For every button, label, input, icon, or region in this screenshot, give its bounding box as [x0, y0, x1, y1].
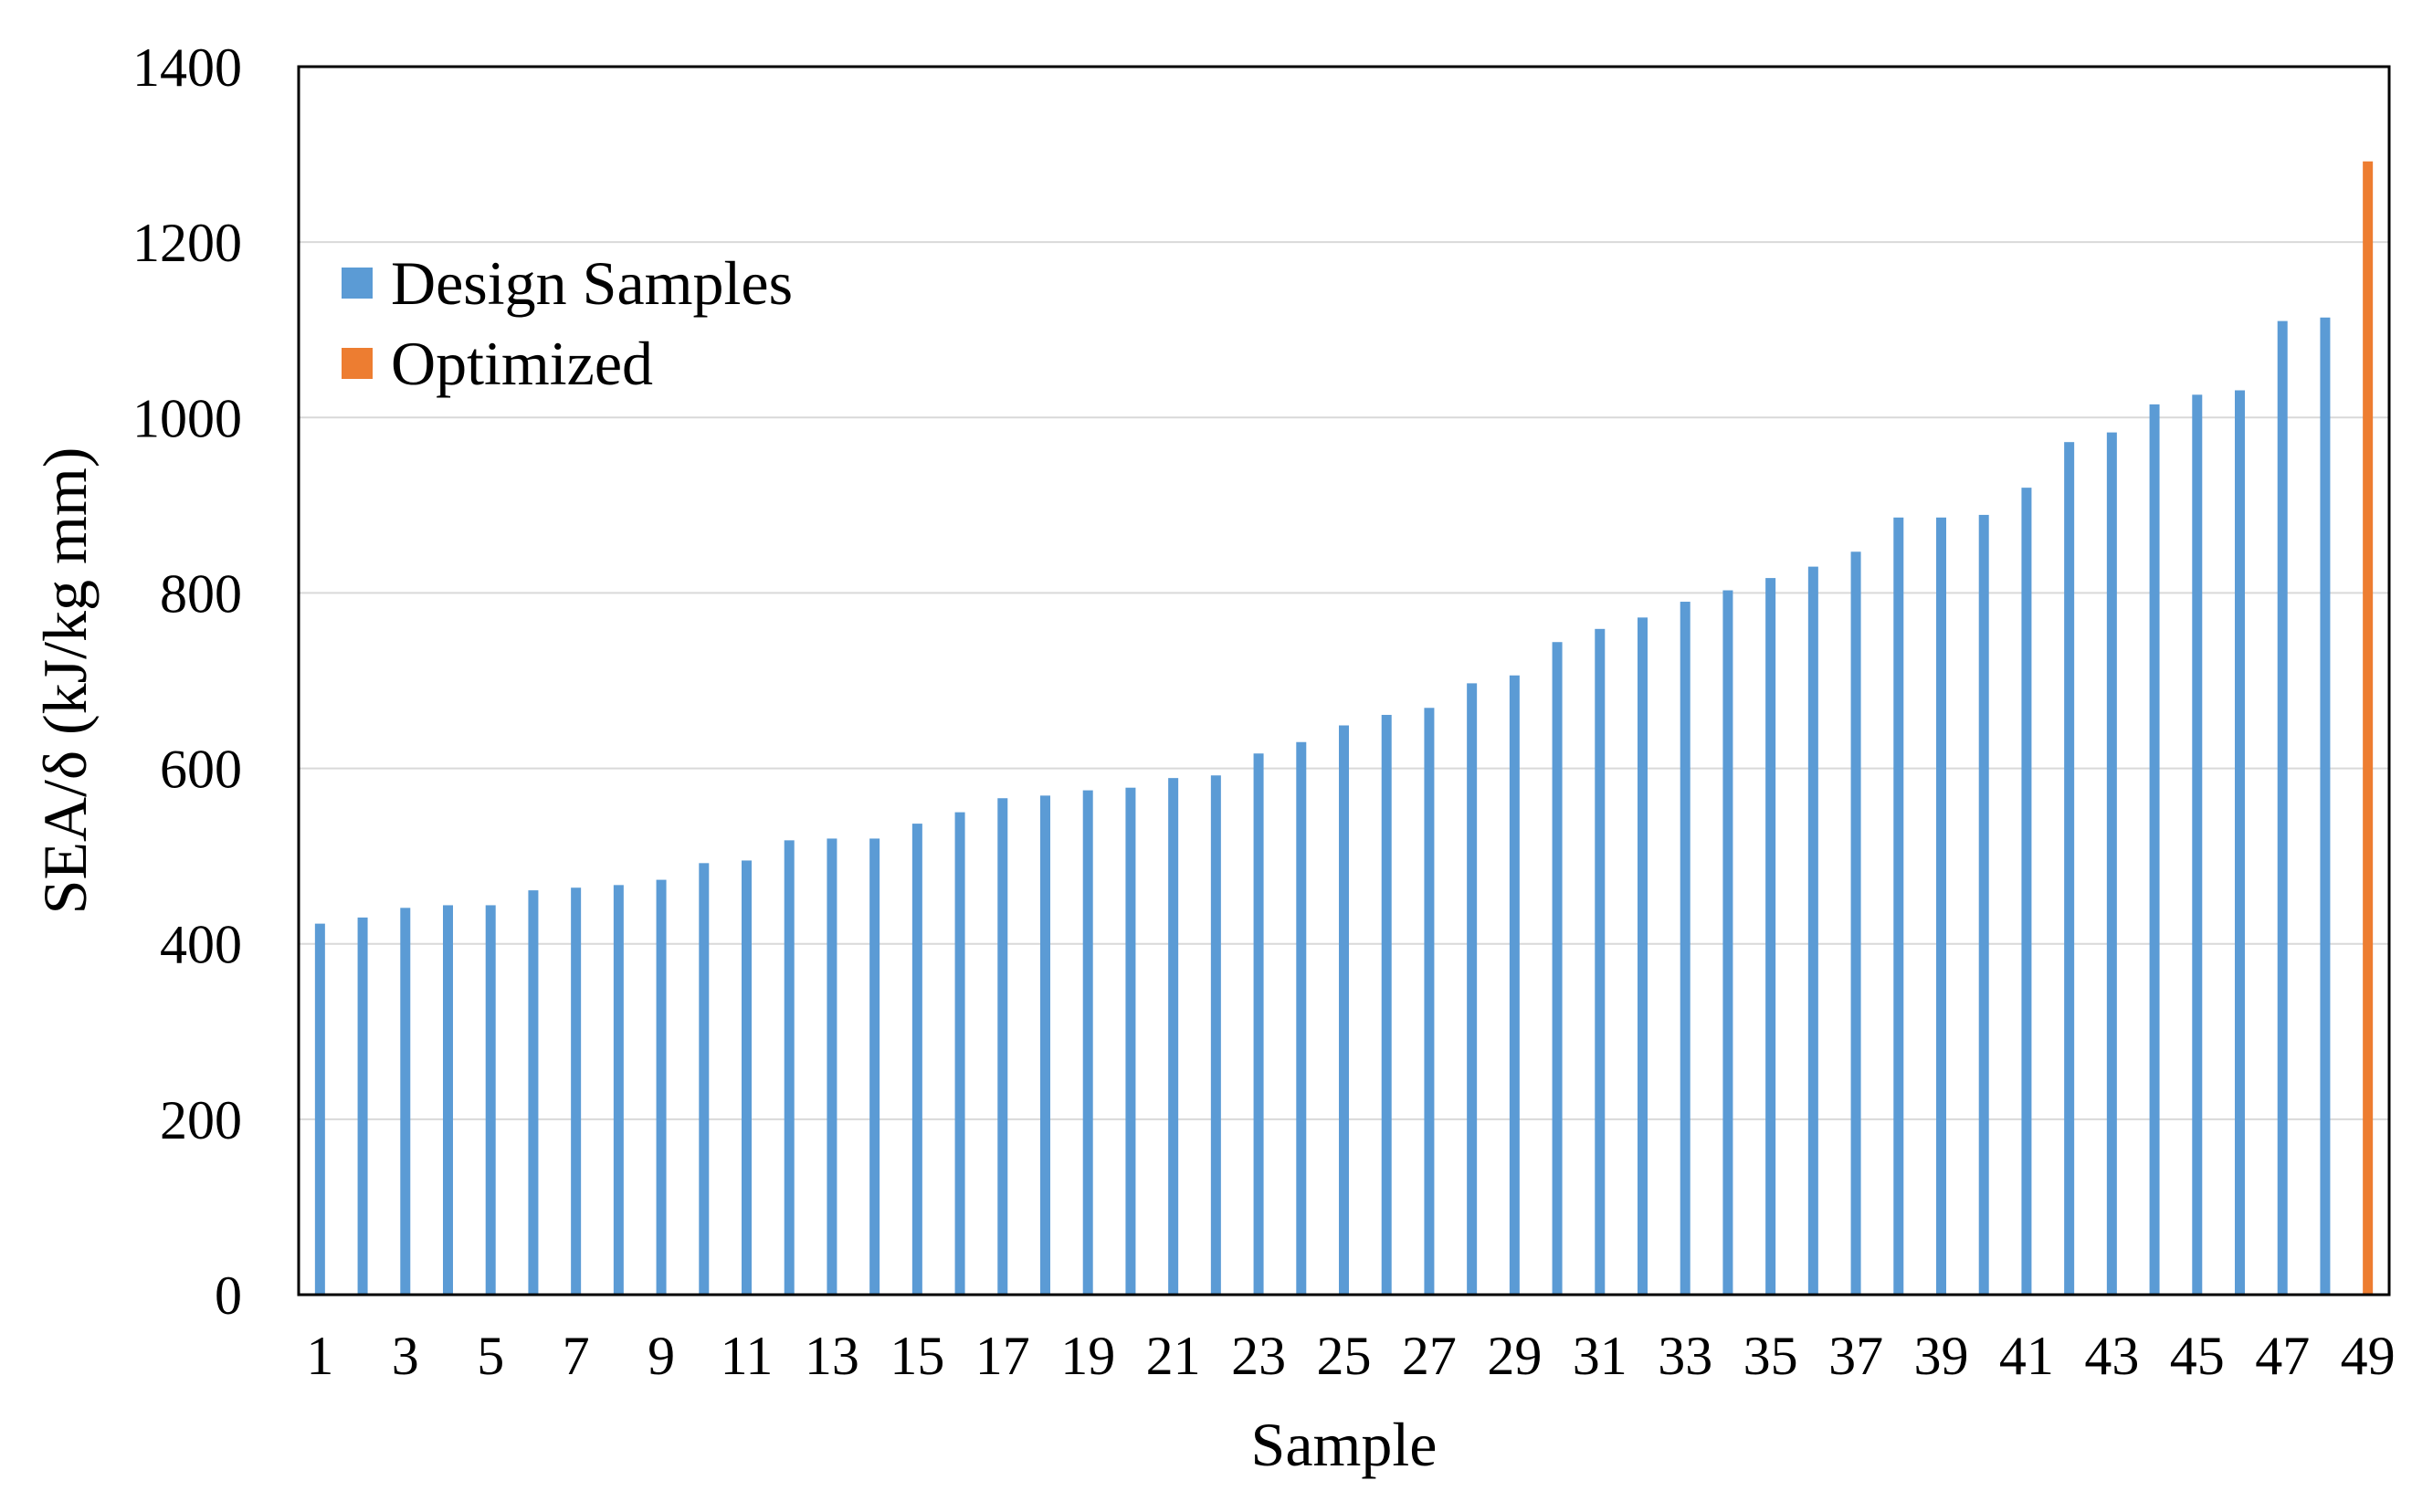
- y-tick-label: 0: [215, 1265, 242, 1326]
- bar-design-samples-28: [1467, 683, 1478, 1295]
- bar-marks: [314, 161, 2374, 1296]
- bar-design-samples-33: [1680, 602, 1690, 1295]
- bar-design-samples-10: [699, 863, 710, 1295]
- bar-design-samples-11: [742, 860, 752, 1295]
- y-tick-label: 800: [160, 563, 242, 624]
- x-tick-label: 29: [1487, 1326, 1542, 1386]
- bar-design-samples-42: [2064, 442, 2075, 1296]
- x-tick-label: 49: [2341, 1326, 2396, 1386]
- bar-design-samples-34: [1722, 590, 1733, 1295]
- bar-design-samples-30: [1552, 642, 1563, 1295]
- y-tick-label: 1200: [132, 213, 242, 273]
- bar-design-samples-45: [2192, 394, 2203, 1295]
- bar-design-samples-48: [2320, 317, 2331, 1295]
- bar-design-samples-39: [1936, 517, 1946, 1295]
- x-axis-title: Sample: [1251, 1410, 1438, 1479]
- bar-design-samples-47: [2277, 320, 2288, 1295]
- y-tick-label: 1000: [132, 388, 242, 448]
- bar-optimized-49: [2363, 161, 2374, 1296]
- x-tick-label: 1: [306, 1326, 333, 1386]
- x-tick-label: 25: [1317, 1326, 1372, 1386]
- bar-design-samples-2: [357, 917, 368, 1295]
- x-tick-label: 11: [721, 1326, 774, 1386]
- y-axis-title: SEA/δ (kJ/kg mm): [30, 447, 100, 915]
- bar-design-samples-38: [1893, 517, 1904, 1295]
- x-tick-label: 45: [2170, 1326, 2225, 1386]
- bar-design-samples-21: [1168, 778, 1179, 1295]
- legend: Design Samples Optimized: [342, 248, 793, 398]
- x-tick-label: 33: [1658, 1326, 1712, 1386]
- bar-design-samples-18: [1040, 795, 1050, 1295]
- bar-design-samples-26: [1381, 714, 1392, 1295]
- bar-design-samples-32: [1638, 617, 1648, 1295]
- bar-design-samples-9: [656, 879, 667, 1295]
- bar-design-samples-19: [1082, 790, 1093, 1295]
- bar-design-samples-15: [911, 824, 922, 1295]
- x-tick-label: 47: [2255, 1326, 2310, 1386]
- y-tick-label: 200: [160, 1090, 242, 1150]
- bar-design-samples-20: [1125, 787, 1136, 1295]
- bar-design-samples-23: [1253, 753, 1264, 1295]
- x-tick-label: 9: [648, 1326, 675, 1386]
- legend-label-optimized: Optimized: [391, 329, 653, 398]
- bar-design-samples-8: [613, 885, 624, 1295]
- x-tick-label: 23: [1231, 1326, 1286, 1386]
- x-tick-label: 7: [563, 1326, 590, 1386]
- x-tick-label: 35: [1743, 1326, 1798, 1386]
- y-tick-labels: 0 200 400 600 800 1000 1200 1400: [132, 37, 242, 1326]
- y-tick-label: 400: [160, 915, 242, 975]
- bar-design-samples-16: [954, 812, 965, 1295]
- legend-swatch-optimized: [342, 348, 373, 379]
- bar-design-samples-3: [400, 908, 411, 1295]
- bar-design-samples-14: [869, 838, 880, 1295]
- bar-design-samples-35: [1765, 578, 1776, 1295]
- x-tick-label: 43: [2084, 1326, 2139, 1386]
- bar-design-samples-17: [997, 798, 1008, 1295]
- bar-design-samples-41: [2021, 488, 2032, 1295]
- bar-design-samples-40: [1978, 514, 1989, 1295]
- x-tick-label: 21: [1146, 1326, 1201, 1386]
- x-tick-label: 27: [1402, 1326, 1457, 1386]
- x-tick-label: 5: [477, 1326, 504, 1386]
- bar-design-samples-13: [827, 838, 837, 1295]
- bar-design-samples-44: [2149, 404, 2160, 1295]
- legend-label-design-samples: Design Samples: [391, 248, 793, 318]
- y-tick-label: 1400: [132, 37, 242, 98]
- x-tick-label: 19: [1060, 1326, 1115, 1386]
- x-tick-label: 3: [392, 1326, 419, 1386]
- bar-design-samples-27: [1424, 708, 1435, 1295]
- bar-design-samples-46: [2235, 390, 2245, 1296]
- bar-design-samples-5: [485, 905, 496, 1295]
- y-tick-label: 600: [160, 740, 242, 800]
- bar-design-samples-37: [1850, 551, 1861, 1295]
- bar-design-samples-4: [443, 905, 453, 1295]
- bar-design-samples-29: [1509, 675, 1520, 1295]
- bar-design-samples-1: [314, 923, 325, 1295]
- x-tick-label: 13: [805, 1326, 859, 1386]
- bar-design-samples-36: [1807, 566, 1818, 1295]
- x-tick-label: 39: [1914, 1326, 1969, 1386]
- x-tick-labels: 1 3 5 7 9 11 13 15 17 19 21 23 25 27 29 31 33 35 37 39 41 43 4…: [306, 1326, 2395, 1386]
- bar-design-samples-6: [528, 890, 539, 1295]
- bar-design-samples-25: [1339, 725, 1349, 1295]
- bar-design-samples-31: [1595, 628, 1606, 1295]
- legend-swatch-design-samples: [342, 268, 373, 299]
- x-tick-label: 41: [1999, 1326, 2054, 1386]
- x-tick-label: 31: [1573, 1326, 1627, 1386]
- bar-design-samples-12: [784, 840, 795, 1295]
- plot-frame: [297, 65, 2391, 1297]
- x-tick-label: 37: [1828, 1326, 1883, 1386]
- x-tick-label: 15: [890, 1326, 944, 1386]
- x-tick-label: 17: [975, 1326, 1030, 1386]
- bar-design-samples-24: [1296, 741, 1307, 1295]
- bar-design-samples-22: [1210, 775, 1221, 1295]
- bar-design-samples-43: [2106, 432, 2117, 1295]
- bar-design-samples-7: [571, 887, 582, 1295]
